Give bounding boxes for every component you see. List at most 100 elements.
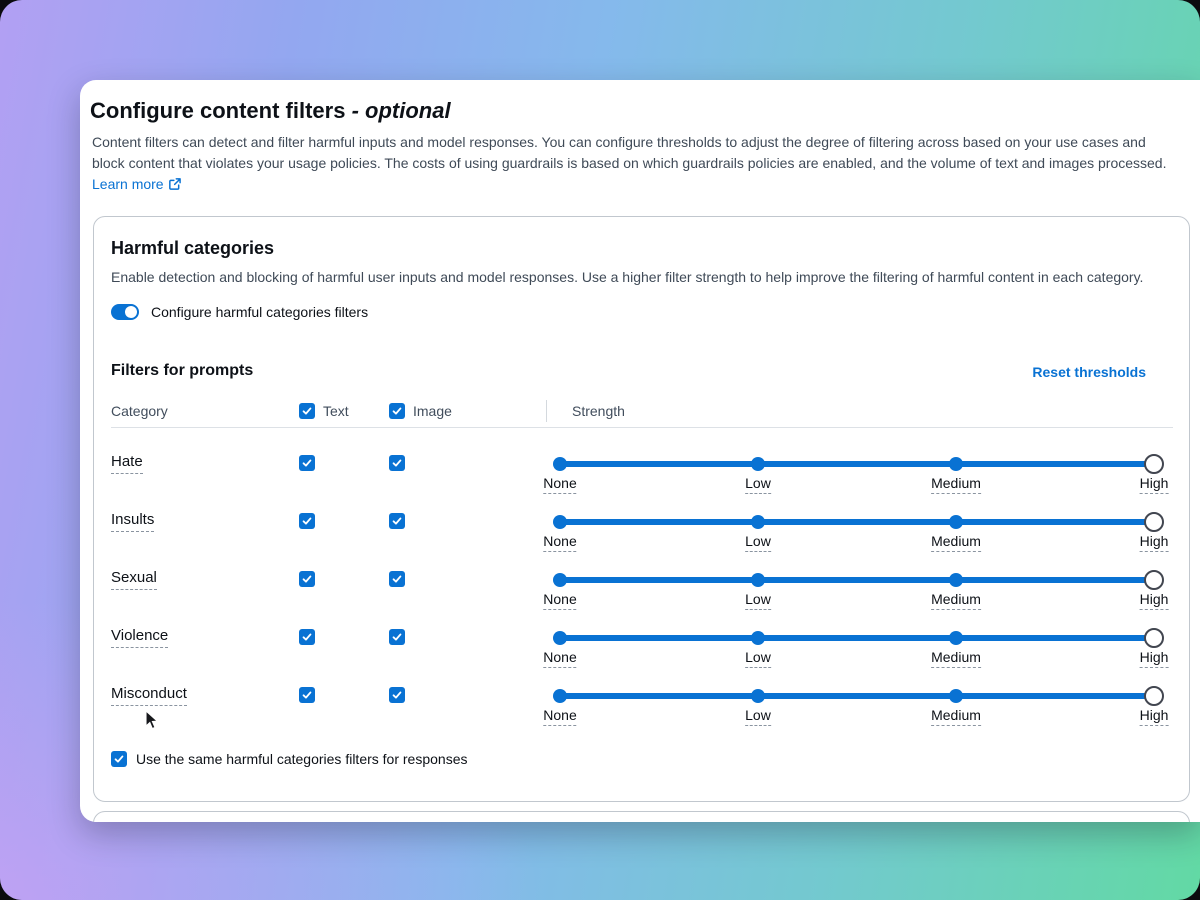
check-icon (392, 407, 402, 415)
header-divider (111, 427, 1173, 428)
sexual-strength-cell: None Low Medium High (543, 558, 1175, 616)
slider-label-none[interactable]: None (543, 533, 577, 552)
text-column-checkbox[interactable] (299, 403, 315, 419)
slider-label-low[interactable]: Low (745, 707, 771, 726)
page-description: Content filters can detect and filter ha… (92, 132, 1178, 195)
filters-table-header: Category Text Image Strength (111, 398, 1173, 424)
content-filters-panel: Configure content filters - optional Con… (80, 80, 1200, 822)
filter-row-misconduct: Misconduct None Low (111, 674, 1173, 732)
slider-labels: None Low Medium High (543, 707, 1169, 727)
hate-slider-handle[interactable] (1144, 454, 1164, 474)
slider-track (560, 693, 1154, 699)
sexual-image-checkbox[interactable] (389, 571, 405, 587)
slider-label-high[interactable]: High (1139, 533, 1169, 552)
hate-text-checkbox[interactable] (299, 455, 315, 471)
check-icon (302, 575, 312, 583)
column-header-image: Image (389, 403, 546, 419)
slider-dot-low (750, 457, 765, 471)
slider-dot-medium (949, 457, 963, 471)
slider-labels: None Low Medium High (543, 591, 1169, 611)
hate-strength-slider[interactable]: None Low Medium High (543, 442, 1169, 500)
check-icon (302, 691, 312, 699)
misconduct-strength-cell: None Low Medium High (543, 674, 1175, 732)
check-icon (302, 459, 312, 467)
slider-label-none[interactable]: None (543, 475, 577, 494)
sexual-text-checkbox[interactable] (299, 571, 315, 587)
filter-row-hate: Hate None Low Me (111, 442, 1173, 500)
check-icon (392, 691, 402, 699)
next-section-card-partial (93, 811, 1190, 822)
slider-label-low[interactable]: Low (745, 475, 771, 494)
slider-dot-none (553, 631, 567, 645)
page-title-text: Configure content filters (90, 98, 346, 123)
slider-dot-low (750, 689, 765, 703)
violence-slider-handle[interactable] (1144, 628, 1164, 648)
slider-label-high[interactable]: High (1139, 707, 1169, 726)
slider-label-none[interactable]: None (543, 707, 577, 726)
filter-row-violence: Violence None Low (111, 616, 1173, 674)
insults-text-checkbox[interactable] (299, 513, 315, 529)
column-header-text: Text (299, 403, 389, 419)
slider-dot-low (750, 631, 765, 645)
slider-dot-none (553, 573, 567, 587)
filters-for-prompts-title: Filters for prompts (111, 362, 254, 379)
check-icon (302, 407, 312, 415)
slider-label-medium[interactable]: Medium (931, 707, 981, 726)
misconduct-slider-handle[interactable] (1144, 686, 1164, 706)
filters-table-body: Hate None Low Me (111, 428, 1173, 732)
learn-more-link[interactable]: Learn more (92, 176, 182, 192)
image-column-label: Image (413, 403, 452, 419)
category-label-violence[interactable]: Violence (111, 627, 169, 648)
slider-label-low[interactable]: Low (745, 533, 771, 552)
insults-strength-slider[interactable]: None Low Medium High (543, 500, 1169, 558)
slider-dot-none (553, 689, 567, 703)
slider-label-medium[interactable]: Medium (931, 533, 981, 552)
insults-image-checkbox[interactable] (389, 513, 405, 529)
slider-label-medium[interactable]: Medium (931, 591, 981, 610)
slider-label-high[interactable]: High (1139, 475, 1169, 494)
slider-label-high[interactable]: High (1139, 591, 1169, 610)
external-link-icon (168, 178, 181, 190)
insults-slider-handle[interactable] (1144, 512, 1164, 532)
slider-label-low[interactable]: Low (745, 591, 771, 610)
page-title-optional: - optional (351, 98, 451, 123)
slider-label-none[interactable]: None (543, 591, 577, 610)
sexual-slider-handle[interactable] (1144, 570, 1164, 590)
reset-thresholds-link[interactable]: Reset thresholds (1032, 364, 1146, 380)
slider-dot-medium (949, 515, 963, 529)
slider-labels: None Low Medium High (543, 475, 1169, 495)
slider-track (560, 461, 1154, 467)
category-label-insults[interactable]: Insults (111, 511, 155, 532)
harmful-categories-card: Harmful categories Enable detection and … (93, 216, 1190, 802)
slider-labels: None Low Medium High (543, 533, 1169, 553)
check-icon (392, 459, 402, 467)
category-label-misconduct[interactable]: Misconduct (111, 685, 187, 706)
slider-dot-medium (949, 631, 963, 645)
slider-label-none[interactable]: None (543, 649, 577, 668)
harmful-categories-description: Enable detection and blocking of harmful… (111, 269, 1144, 285)
slider-label-low[interactable]: Low (745, 649, 771, 668)
misconduct-image-checkbox[interactable] (389, 687, 405, 703)
configure-filters-toggle-label: Configure harmful categories filters (151, 304, 369, 320)
slider-dot-none (553, 515, 567, 529)
category-label-sexual[interactable]: Sexual (111, 569, 157, 590)
sexual-strength-slider[interactable]: None Low Medium High (543, 558, 1169, 616)
category-label-hate[interactable]: Hate (111, 453, 143, 474)
violence-strength-slider[interactable]: None Low Medium High (543, 616, 1169, 674)
slider-label-high[interactable]: High (1139, 649, 1169, 668)
violence-text-checkbox[interactable] (299, 629, 315, 645)
page-title: Configure content filters - optional (90, 97, 1190, 124)
configure-filters-toggle[interactable] (111, 304, 139, 320)
image-column-checkbox[interactable] (389, 403, 405, 419)
slider-label-medium[interactable]: Medium (931, 475, 981, 494)
violence-image-checkbox[interactable] (389, 629, 405, 645)
misconduct-strength-slider[interactable]: None Low Medium High (543, 674, 1169, 732)
same-filters-for-responses-checkbox[interactable] (111, 751, 127, 767)
slider-label-medium[interactable]: Medium (931, 649, 981, 668)
hate-image-checkbox[interactable] (389, 455, 405, 471)
filter-row-insults: Insults None Low (111, 500, 1173, 558)
hate-strength-cell: None Low Medium High (543, 442, 1175, 500)
slider-track (560, 577, 1154, 583)
misconduct-text-checkbox[interactable] (299, 687, 315, 703)
